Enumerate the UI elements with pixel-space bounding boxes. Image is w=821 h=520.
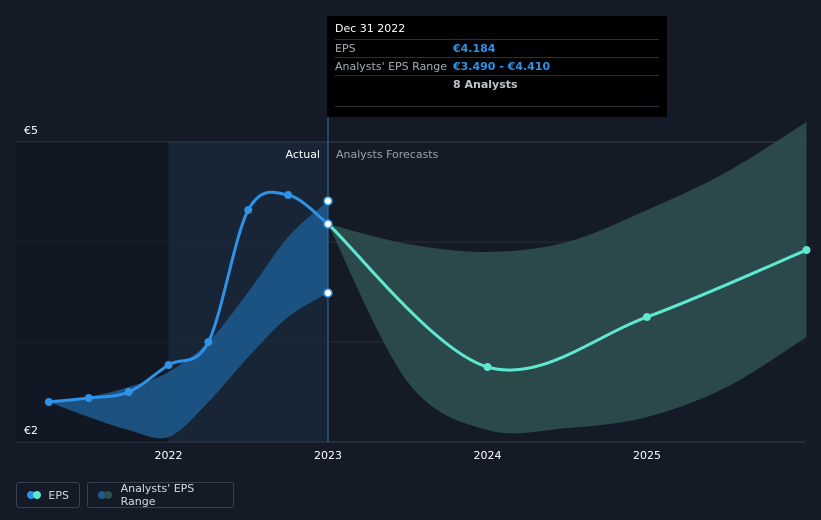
forecast-eps-point [483,363,492,371]
y-tick-bottom: €2 [24,424,38,437]
actual-eps-point [124,388,133,396]
tooltip: Dec 31 2022 EPS €4.184 Analysts' EPS Ran… [327,16,667,117]
actual-section-label: Actual [286,148,320,161]
forecast-section-label: Analysts Forecasts [336,148,439,161]
x-tick-label: 2024 [474,449,502,462]
x-tick-label: 2025 [633,449,661,462]
eps-lines [48,190,808,404]
legend-range-label: Analysts' EPS Range [120,482,195,508]
range-marker [323,196,333,206]
actual-eps-point [84,394,93,402]
tooltip-range-value: €3.490 - €4.410 [453,60,551,73]
actual-eps-point [164,361,173,369]
forecast-eps-point [802,246,811,254]
range-marker [323,288,333,298]
tooltip-eps-label: EPS [335,42,356,55]
eps-legend-icon [27,490,41,500]
tooltip-range-row: Analysts' EPS Range €3.490 - €4.410 [335,57,659,75]
legend-range-button[interactable]: Analysts' EPS Range [87,482,234,508]
tooltip-range-label: Analysts' EPS Range [335,60,448,73]
tooltip-eps-row: EPS €4.184 [335,39,659,57]
current-eps-marker [323,219,333,229]
actual-eps-line [48,190,329,404]
forecast-range-band [328,122,807,434]
tooltip-analysts-row: 8 Analysts [335,75,659,107]
x-tick-label: 2022 [155,449,183,462]
legend-eps-label: EPS [48,488,69,502]
eps-points [44,191,811,406]
x-tick-label: 2023 [314,449,342,462]
axis-labels: €5 €2 2022 2023 2024 2025 Actual Analysts Forec… [24,124,661,462]
forecast-eps-point [643,313,651,321]
tooltip-analysts-count: 8 Analysts [453,78,518,91]
forecast-eps-line [326,222,808,372]
range-bands [48,122,807,439]
actual-range-band [48,201,328,439]
tooltip-eps-value: €4.184 [453,42,496,55]
actual-eps-point [244,206,253,214]
actual-eps-point [204,338,213,346]
y-tick-top: €5 [24,124,38,137]
actual-eps-point [284,191,293,199]
legend-eps-button[interactable]: EPS [16,482,80,508]
tooltip-date: Dec 31 2022 [335,22,406,35]
range-legend-icon [98,490,113,500]
actual-eps-point [44,398,53,406]
